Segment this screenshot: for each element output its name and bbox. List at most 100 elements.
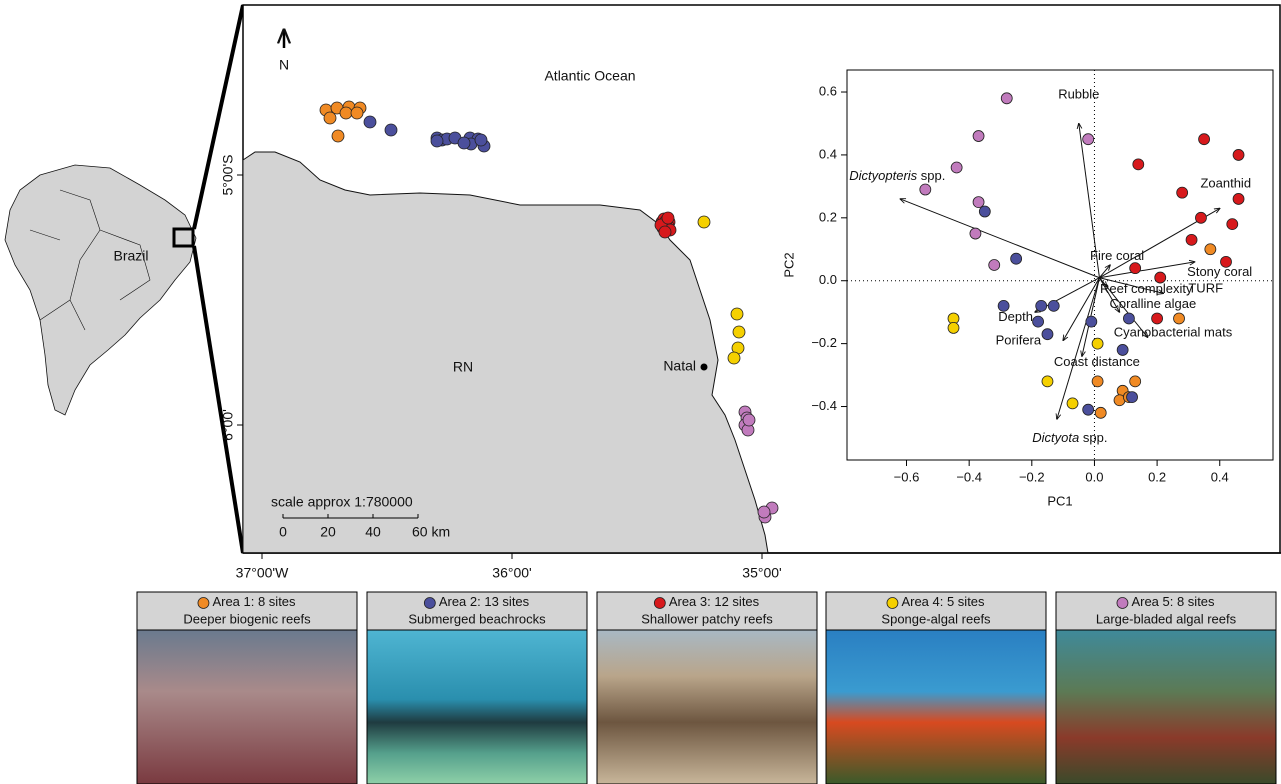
panel-header	[136, 591, 358, 631]
x-tick-label: 0.4	[1211, 469, 1229, 484]
loading-label-text: Coralline algae	[1110, 297, 1197, 312]
scale-tick-label: 20	[320, 524, 336, 540]
lon-label: 35°00'	[742, 565, 781, 581]
site	[727, 351, 741, 365]
point	[972, 130, 985, 142]
panel-title-text: Area 3: 12 sites	[669, 594, 760, 609]
country-label: Brazil	[113, 248, 148, 264]
lat-label: 5°00'S	[220, 155, 236, 196]
loading-arrow	[1099, 277, 1119, 312]
panel-photo	[1055, 629, 1277, 784]
region-label: RN	[453, 359, 473, 375]
site	[363, 115, 377, 129]
x-tick-label: −0.4	[956, 469, 982, 484]
point	[1082, 403, 1095, 416]
point	[969, 227, 982, 240]
point	[1226, 218, 1239, 231]
panel-title-text: Area 4: 5 sites	[901, 594, 985, 609]
loading-label-text: spp.	[921, 168, 946, 183]
loading-label-text: spp.	[1083, 431, 1108, 446]
lon-label: 37°00'W	[236, 565, 289, 581]
point	[1173, 312, 1185, 325]
panel-header	[1055, 591, 1277, 631]
north-label: N	[279, 57, 289, 73]
point	[1000, 92, 1013, 105]
lat-label: 6°00'	[220, 409, 236, 441]
loading-label: Depth	[998, 310, 1033, 325]
loading-label: Coast distance	[1054, 355, 1140, 370]
loading-label: Dictyota spp.	[1032, 431, 1107, 446]
point	[1035, 299, 1048, 312]
site	[742, 413, 756, 427]
area-dot	[886, 597, 899, 609]
point	[1032, 315, 1044, 328]
site	[658, 225, 672, 239]
site	[331, 129, 345, 143]
y-tick-label: 0.6	[819, 83, 837, 98]
loading-arrow	[1057, 277, 1100, 419]
x-tick-label: 0.0	[1085, 469, 1103, 484]
panel-title: Area 4: 5 sites	[901, 594, 985, 609]
zoom-line	[192, 4, 245, 230]
y-tick-label: 0.2	[819, 209, 837, 224]
point	[1195, 211, 1207, 224]
point	[1176, 186, 1189, 199]
point	[1047, 299, 1060, 312]
panel-subtitle: Shallower patchy reefs	[641, 611, 773, 626]
point	[972, 196, 985, 208]
panel-subtitle: Sponge-algal reefs	[881, 611, 991, 626]
loading-label-italic: Dictyota	[1032, 431, 1079, 446]
point	[997, 299, 1010, 312]
point	[1154, 271, 1167, 284]
y-tick-label: −0.2	[811, 335, 837, 350]
loading-label-text: TURF	[1188, 281, 1223, 296]
point	[1151, 312, 1164, 325]
site	[474, 133, 488, 147]
scale-tick-label: 60 km	[412, 524, 450, 540]
site	[757, 505, 771, 519]
inset-box	[172, 227, 195, 248]
site	[384, 123, 398, 137]
panel-title-text: Area 2: 13 sites	[439, 594, 530, 609]
x-axis-label: PC1	[1047, 493, 1072, 508]
loading-label-text: Depth	[998, 310, 1033, 325]
panel-title-text: Area 1: 8 sites	[212, 594, 296, 609]
loading-label-text: Stony coral	[1187, 264, 1252, 279]
loading-label: Coralline algae	[1110, 297, 1197, 312]
site	[661, 211, 675, 225]
panel-photo	[366, 629, 588, 784]
point	[1185, 233, 1198, 246]
site	[323, 111, 337, 125]
loading-label: TURF	[1188, 281, 1223, 296]
area-dot	[423, 597, 436, 609]
point	[947, 322, 960, 334]
point	[1123, 312, 1135, 325]
panel-photo	[136, 629, 358, 784]
area-dot	[197, 597, 210, 609]
point	[1198, 133, 1210, 146]
site	[350, 106, 364, 120]
site	[697, 215, 711, 229]
panel-header	[366, 591, 588, 631]
loading-arrow	[1099, 262, 1194, 279]
panel-photo	[596, 629, 818, 784]
loading-label: Cyanobacterial mats	[1114, 325, 1233, 340]
point	[1091, 337, 1104, 350]
site	[430, 134, 444, 148]
panel-header	[596, 591, 818, 631]
loading-label-text: Cyanobacterial mats	[1114, 325, 1233, 340]
panel-title: Area 2: 13 sites	[439, 594, 530, 609]
site	[730, 307, 744, 321]
point	[1232, 193, 1245, 205]
point	[1129, 262, 1142, 275]
panel-photo	[825, 629, 1047, 784]
land	[242, 151, 769, 554]
point	[1066, 397, 1079, 410]
loading-label-text: Zoanthid	[1200, 176, 1251, 191]
loading-arrow	[1099, 277, 1163, 294]
ocean-label: Atlantic Ocean	[544, 68, 635, 84]
continent	[4, 164, 197, 416]
area-dot	[1116, 597, 1129, 609]
loading-label: Fire coral	[1090, 248, 1144, 263]
